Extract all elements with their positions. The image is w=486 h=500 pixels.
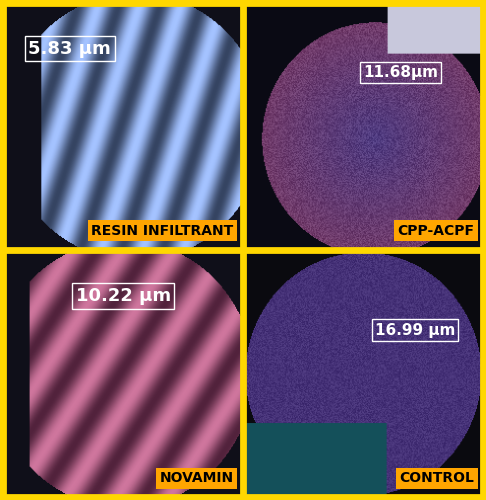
Text: CONTROL: CONTROL [399, 472, 474, 486]
Text: RESIN INFILTRANT: RESIN INFILTRANT [91, 224, 234, 238]
Text: 11.68μm: 11.68μm [363, 66, 438, 80]
Text: NOVAMIN: NOVAMIN [159, 472, 234, 486]
Text: 10.22 μm: 10.22 μm [76, 287, 171, 305]
Text: 16.99 μm: 16.99 μm [375, 322, 455, 338]
Text: CPP-ACPF: CPP-ACPF [397, 224, 474, 238]
Text: 5.83 μm: 5.83 μm [29, 40, 111, 58]
